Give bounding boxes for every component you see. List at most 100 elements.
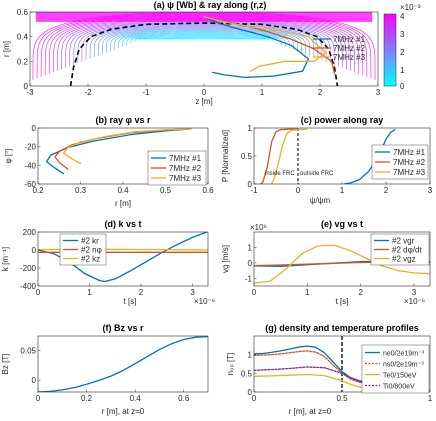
panel-d-xtick-label-2: 2 [139, 288, 144, 297]
panel-f-series [38, 336, 208, 392]
panel-b-xtick-label-0: 0.2 [32, 186, 44, 195]
panel-e-xtick-label-3: 3 [412, 288, 417, 297]
panel-a-xlabel: z [m] [195, 97, 212, 106]
panel-d-legend-label-2: #2 nφ [81, 245, 102, 254]
panel-b-ytick-label-0: 0 [32, 124, 37, 133]
panel-a-legend-label-2: 7MHz #2 [333, 44, 366, 53]
panel-g-legend: ne0/2e19m⁻³ ns0/2e19m⁻³ Te0/150eV Ti0/800eV [361, 344, 430, 394]
panel-a-contour-21 [118, 32, 290, 49]
panel-b-xtick-label-4: 0.6 [202, 186, 214, 195]
panel-b-xlabel: r [m] [115, 199, 131, 208]
panel-e-xtick-label-2: 2 [358, 288, 363, 297]
panel-b-legend-label-3: 7MHz #3 [169, 174, 202, 183]
panel-e-yticks: 1 0 -1 [245, 243, 257, 283]
panel-a-xtick-label-0: -3 [26, 88, 34, 97]
panel-a-contour-17 [102, 28, 306, 55]
panel-e-ylabel: vg [m/s] [221, 245, 230, 273]
panel-c-ytick-label-1: 0.5 [241, 152, 253, 161]
colorbar-tick-4: 4 [400, 12, 405, 21]
panel-a-ytick-label-0: 0 [24, 82, 29, 91]
panel-d-xticks: 0 1 2 3 [36, 283, 195, 297]
panel-a-contour-15 [93, 26, 315, 58]
panel-b-legend-label-1: 7MHz #1 [169, 154, 202, 163]
colorbar: ×10⁻³ 4 3 2 1 0 [383, 3, 421, 91]
panel-g: (g) density and temperature profiles 0 0.… [226, 323, 433, 416]
panel-g-ytick-label-2: 0 [248, 388, 253, 397]
panel-a-contour-0 [32, 12, 376, 80]
panel-d-axes-box [37, 231, 209, 287]
panel-c-ytick-label-0: 0 [248, 180, 253, 189]
panel-f-series-line-1 [38, 336, 208, 392]
panel-d-legend-label-1: #2 kr [81, 236, 99, 245]
panel-g-xtick-label-2: 1 [428, 394, 433, 403]
panel-g-title: (g) density and temperature profiles [265, 323, 419, 333]
panel-f-xtick-label-1: 0.2 [81, 394, 93, 403]
panel-f-xtick-label-3: 0.6 [178, 394, 190, 403]
panel-c-annotation-inside: inside FRC [265, 171, 295, 177]
panel-b-ytick-label-1: -20 [24, 143, 36, 152]
colorbar-exponent: ×10⁻³ [400, 3, 421, 12]
colorbar-tick-1: 1 [400, 66, 405, 75]
colorbar-tick-2: 2 [400, 48, 405, 57]
panel-b-ylabel: φ [°] [4, 148, 13, 163]
panel-g-legend-label-4: Ti0/800eV [383, 383, 415, 390]
panel-b-xtick-label-2: 0.4 [117, 186, 129, 195]
panel-e-legend: #2 vgr#2 dφ/dt#2 vgz [370, 233, 430, 266]
panel-e-legend-label-1: #2 vgr [392, 236, 415, 245]
panel-a-contour-12 [81, 23, 327, 62]
panel-g-xlabel: r [m], at z=0 [289, 407, 332, 416]
panel-c: (c) power along ray -1 0 1 2 3 00.51 ψ/ψm P … [221, 115, 433, 205]
panel-a-contour-10 [73, 21, 335, 65]
panel-f-ytick-label-1: 0 [32, 376, 37, 385]
panel-c-xtick-label-4: 3 [428, 186, 433, 195]
panel-c-xtick-label-1: 0 [296, 186, 301, 195]
panel-d-ytick-label-1: 0 [32, 246, 37, 255]
panel-b-legend-label-2: 7MHz #2 [169, 164, 202, 173]
panel-a-xtick-label-2: -1 [142, 88, 150, 97]
panel-a-contour-22 [122, 33, 286, 47]
panel-c-xticks: -1 0 1 2 3 [250, 181, 433, 195]
panel-g-ytick-label-0: 1 [248, 351, 253, 360]
panel-f-xlabel: r [m], at z=0 [102, 407, 145, 416]
panel-d-x-exponent: ×10⁻⁶ [194, 297, 215, 306]
panel-c-ylabel: P [Normalized] [221, 130, 230, 182]
panel-e-xtick-label-0: 0 [252, 288, 257, 297]
panel-g-series [254, 336, 364, 392]
panel-c-title: (c) power along ray [301, 115, 384, 125]
panel-g-series-line-3 [254, 373, 364, 389]
panel-b-ytick-label-2: -40 [24, 161, 36, 170]
panel-a-legend-label-3: 7MHz #3 [333, 53, 366, 62]
panel-c-xtick-label-3: 2 [384, 186, 389, 195]
panel-b-xtick-label-1: 0.3 [75, 186, 87, 195]
panel-f-xticks: 0 0.2 0.4 0.6 [36, 389, 190, 403]
panel-d-xlabel: t [s] [124, 297, 137, 306]
panel-e-xtick-label-1: 1 [305, 288, 310, 297]
panel-a-contour-19 [110, 30, 298, 52]
panel-d-xtick-label-1: 1 [87, 288, 92, 297]
panel-a-ylabel: r [m] [2, 41, 11, 57]
panel-c-series-line-3 [270, 128, 308, 184]
panel-d-xtick-label-3: 3 [190, 288, 195, 297]
panel-a-yticks: 0 0.2 0.4 0.6 [17, 8, 33, 91]
panel-f-yticks: 0.05 0 [20, 347, 41, 385]
panel-c-yticks: 00.51 [241, 124, 257, 189]
panel-b-ytick-label-3: -60 [24, 180, 36, 189]
panel-a-series [203, 16, 336, 79]
panel-d: (d) k vs t 0 1 2 3 200 0 -200 -400 t [s] ×10⁻⁶… [1, 219, 215, 306]
panel-c-xtick-label-0: -1 [250, 186, 258, 195]
panel-a-separatrix [69, 22, 339, 86]
panel-c-legend-label-2: 7MHz #2 [393, 158, 426, 167]
panel-c-xlabel: ψ/ψm [310, 196, 331, 205]
panel-c-annotation-outside: outside FRC [300, 171, 334, 177]
panel-g-legend-label-2: ns0/2e19m⁻³ [383, 361, 424, 368]
colorbar-tick-0: 0 [400, 82, 405, 91]
panel-g-series-line-1 [254, 345, 364, 383]
panel-g-xticks: 0 0.5 1 [252, 389, 433, 403]
panel-c-xtick-label-2: 1 [340, 186, 345, 195]
panel-f-ytick-label-0: 0.05 [20, 347, 36, 356]
panel-a-xtick-label-3: 0 [202, 88, 207, 97]
panel-e-y-exponent: ×10⁶ [250, 223, 267, 232]
panel-e-xticks: 0 1 2 3 [252, 283, 417, 297]
